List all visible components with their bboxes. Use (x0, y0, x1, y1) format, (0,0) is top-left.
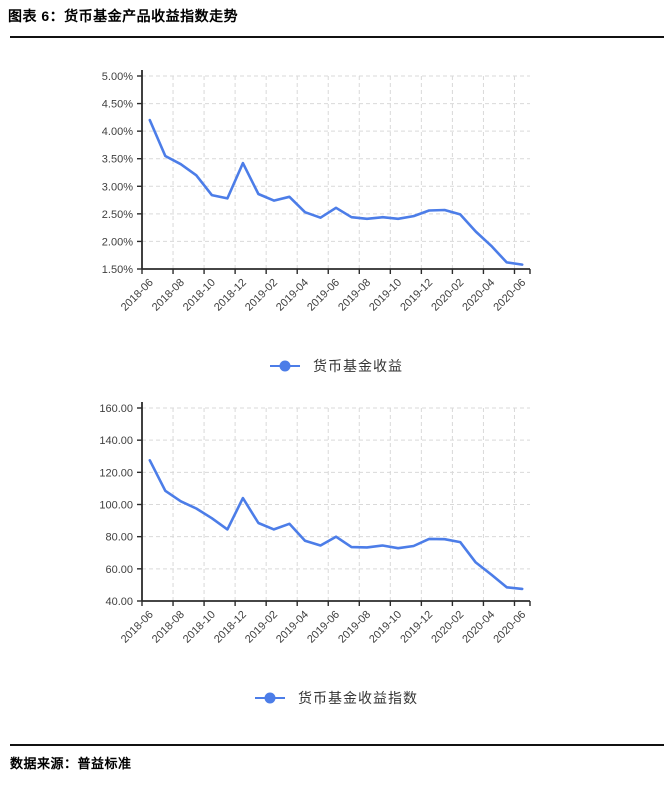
svg-text:160.00: 160.00 (99, 403, 133, 415)
svg-text:5.00%: 5.00% (102, 71, 133, 83)
y-tick-labels: 160.00 140.00 120.00 100.00 80.00 60.00 40.00 (99, 403, 133, 608)
svg-text:2019-06: 2019-06 (305, 609, 342, 646)
svg-text:2019-08: 2019-08 (336, 609, 373, 646)
index-chart-block: 160.00 140.00 120.00 100.00 80.00 60.00 40.00 2… (8, 388, 664, 708)
svg-text:4.00%: 4.00% (102, 126, 133, 138)
svg-text:2020-06: 2020-06 (491, 277, 528, 314)
svg-text:40.00: 40.00 (105, 596, 133, 608)
tick-marks (137, 75, 531, 274)
y-tick-labels: 5.00% 4.50% 4.00% 3.50% 3.00% 2.50% 2.00% 1.50% (102, 71, 133, 276)
svg-text:2018-10: 2018-10 (181, 277, 218, 314)
yield-chart-legend[interactable]: 货币基金收益 (8, 356, 664, 376)
svg-text:2019-04: 2019-04 (274, 609, 311, 646)
title-divider (10, 36, 664, 38)
legend-label-index: 货币基金收益指数 (298, 690, 418, 706)
yield-chart-block: 5.00% 4.50% 4.00% 3.50% 3.00% 2.50% 2.00% 1.50%… (8, 56, 664, 376)
gridlines (142, 75, 530, 269)
svg-text:2019-10: 2019-10 (367, 277, 404, 314)
svg-text:3.50%: 3.50% (102, 154, 133, 166)
svg-text:2018-12: 2018-12 (212, 277, 249, 314)
svg-text:1.50%: 1.50% (102, 264, 133, 276)
money-fund-index-chart: 160.00140.00120.00100.0080.0060.0040.002… (99, 402, 531, 646)
series-line (148, 118, 524, 266)
svg-text:60.00: 60.00 (105, 564, 133, 576)
svg-text:120.00: 120.00 (99, 467, 133, 479)
x-tick-labels: 2018-062018-082018-102018-122019-022019-… (119, 277, 529, 314)
legend-line-dot-icon (270, 360, 300, 372)
svg-text:80.00: 80.00 (105, 532, 133, 544)
axes (141, 70, 530, 270)
svg-text:2019-08: 2019-08 (336, 277, 373, 314)
money-fund-yield-chart: 5.00% 4.50% 4.00% 3.50% 3.00% 2.50% 2.00% 1.50%… (102, 70, 531, 314)
svg-text:2019-02: 2019-02 (243, 277, 280, 314)
legend-label-yield: 货币基金收益 (313, 358, 403, 374)
svg-text:2018-08: 2018-08 (150, 277, 187, 314)
figure-title: 图表 6：货币基金产品收益指数走势 (8, 8, 239, 24)
svg-text:2020-06: 2020-06 (491, 609, 528, 646)
gridlines (142, 407, 530, 601)
svg-text:2020-04: 2020-04 (460, 277, 497, 314)
svg-text:2.50%: 2.50% (102, 209, 133, 221)
svg-text:2018-08: 2018-08 (150, 609, 187, 646)
svg-text:2018-06: 2018-06 (119, 277, 156, 314)
x-tick-labels: 2018-062018-082018-102018-122019-022019-… (119, 609, 529, 646)
index-chart-legend[interactable]: 货币基金收益指数 (8, 688, 664, 708)
axes (141, 402, 530, 602)
svg-text:2020-04: 2020-04 (460, 609, 497, 646)
svg-text:2019-02: 2019-02 (243, 609, 280, 646)
svg-text:2019-06: 2019-06 (305, 277, 342, 314)
tick-marks (137, 407, 531, 606)
legend-line-dot-icon (255, 692, 285, 704)
svg-text:4.50%: 4.50% (102, 99, 133, 111)
svg-text:3.00%: 3.00% (102, 181, 133, 193)
svg-text:2020-02: 2020-02 (429, 277, 466, 314)
svg-text:2.00%: 2.00% (102, 236, 133, 248)
data-source-label: 数据来源：普益标准 (10, 756, 132, 771)
svg-text:2018-06: 2018-06 (119, 609, 156, 646)
report-page: 图表 6：货币基金产品收益指数走势 5.00% 4.50% 4.00% 3.50% 3.… (8, 0, 664, 773)
svg-text:2019-12: 2019-12 (398, 277, 435, 314)
svg-text:2019-12: 2019-12 (398, 609, 435, 646)
svg-text:2018-12: 2018-12 (212, 609, 249, 646)
footer: 数据来源：普益标准 (10, 744, 664, 773)
svg-text:2019-10: 2019-10 (367, 609, 404, 646)
svg-text:2018-10: 2018-10 (181, 609, 218, 646)
svg-text:100.00: 100.00 (99, 500, 133, 512)
svg-text:140.00: 140.00 (99, 435, 133, 447)
svg-text:2019-04: 2019-04 (274, 277, 311, 314)
svg-text:2020-02: 2020-02 (429, 609, 466, 646)
series-line (148, 459, 524, 591)
